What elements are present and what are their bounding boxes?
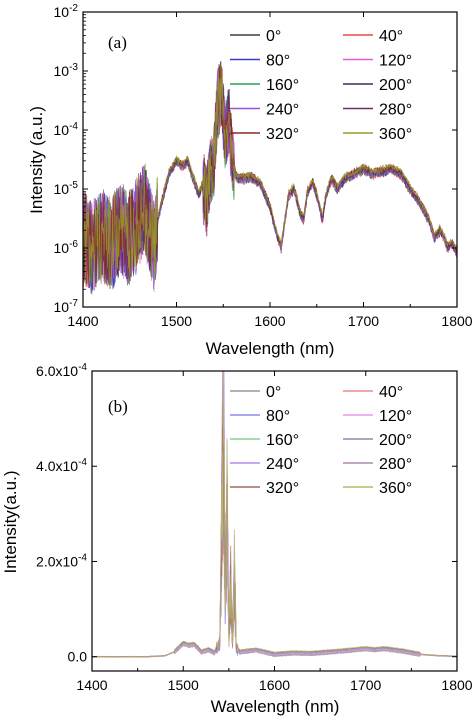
y-tick-label: 10-5 <box>54 180 79 197</box>
panel-b-legend: 0° 40° 80° 120° 160° 200° 240° 280° 320° 360° <box>230 384 412 497</box>
panel-a-label: (a) <box>108 33 127 52</box>
x-tick-label: 1500 <box>168 677 199 693</box>
legend-label: 160° <box>266 432 299 449</box>
legend-item: 360° <box>343 126 412 143</box>
y-tick-label: 10-4 <box>54 121 79 138</box>
legend-label: 320° <box>266 126 299 143</box>
y-tick-label: 10-7 <box>54 298 79 315</box>
panel-a-y-axis-label: Intensity (a.u.) <box>27 106 46 214</box>
legend-item: 80° <box>230 408 290 425</box>
panel-b-series-group <box>92 371 457 658</box>
legend-item: 200° <box>343 432 412 449</box>
panel-b-linear-spectrum: 1400 1500 1600 1700 1800 0.0 2.0x10-4 4.0x10-4… <box>1 362 473 716</box>
legend-label: 240° <box>266 456 299 473</box>
y-tick-label: 4.0x10-4 <box>36 457 87 474</box>
legend-label: 80° <box>266 408 290 425</box>
x-tick-label: 1700 <box>350 677 381 693</box>
y-tick-label: 0.0 <box>68 649 88 665</box>
legend-item: 40° <box>343 28 403 45</box>
legend-item: 240° <box>230 456 299 473</box>
x-tick-label: 1500 <box>161 313 192 329</box>
legend-item: 320° <box>230 126 299 143</box>
y-tick-label: 10-6 <box>54 239 79 256</box>
legend-label: 40° <box>379 28 403 45</box>
y-tick-label: 10-2 <box>54 3 79 20</box>
x-tick-label: 1800 <box>441 313 472 329</box>
legend-label: 0° <box>266 28 281 45</box>
panel-b-series-line-8 <box>92 386 457 658</box>
legend-item: 280° <box>343 102 412 119</box>
y-tick-label: 2.0x10-4 <box>36 552 87 569</box>
panel-a-series-group <box>83 61 457 295</box>
legend-label: 200° <box>379 77 412 94</box>
legend-item: 240° <box>230 102 299 119</box>
legend-label: 280° <box>379 456 412 473</box>
legend-label: 120° <box>379 53 412 70</box>
legend-item: 320° <box>230 480 299 497</box>
legend-label: 280° <box>379 102 412 119</box>
panel-b-series-line-5 <box>92 387 457 658</box>
legend-label: 360° <box>379 480 412 497</box>
panel-b-label: (b) <box>108 397 128 416</box>
legend-label: 360° <box>379 126 412 143</box>
legend-item: 40° <box>343 384 403 401</box>
x-tick-label: 1600 <box>254 313 285 329</box>
legend-label: 80° <box>266 53 290 70</box>
legend-label: 0° <box>266 384 281 401</box>
legend-item: 120° <box>343 408 412 425</box>
x-tick-label: 1700 <box>348 313 379 329</box>
legend-item: 160° <box>230 432 299 449</box>
panel-b-x-ticks: 1400 1500 1600 1700 1800 <box>76 371 473 693</box>
x-tick-label: 1400 <box>76 677 107 693</box>
legend-item: 360° <box>343 480 412 497</box>
panel-b-x-axis-label: Wavelength (nm) <box>211 697 340 716</box>
legend-item: 200° <box>343 77 412 94</box>
panel-a-legend: 0° 40° 80° 120° 160° 200° 240° 280° 320° 360° <box>230 28 412 143</box>
legend-item: 280° <box>343 456 412 473</box>
panel-a-series-line-9 <box>83 64 457 286</box>
panel-b-series-line-9 <box>92 371 457 658</box>
y-tick-label: 6.0x10-4 <box>36 362 87 379</box>
y-tick-label: 10-3 <box>54 62 79 79</box>
legend-item: 120° <box>343 53 412 70</box>
legend-label: 120° <box>379 408 412 425</box>
panel-a-log-spectrum: 1400 1500 1600 1700 1800 10-710-610-510-410-… <box>27 3 473 358</box>
legend-label: 240° <box>266 102 299 119</box>
legend-label: 200° <box>379 432 412 449</box>
x-tick-label: 1800 <box>441 677 472 693</box>
panel-a-x-axis-label: Wavelength (nm) <box>206 339 335 358</box>
legend-item: 0° <box>230 384 281 401</box>
x-tick-label: 1600 <box>259 677 290 693</box>
panel-a-x-ticks: 1400 1500 1600 1700 1800 <box>67 12 473 329</box>
legend-label: 160° <box>266 77 299 94</box>
legend-item: 0° <box>230 28 281 45</box>
legend-label: 320° <box>266 480 299 497</box>
panel-b-y-ticks: 0.0 2.0x10-4 4.0x10-4 6.0x10-4 <box>36 362 457 665</box>
panel-b-y-axis-label: Intensity(a.u.) <box>1 471 20 574</box>
legend-item: 80° <box>230 53 290 70</box>
legend-label: 40° <box>379 384 403 401</box>
legend-item: 160° <box>230 77 299 94</box>
x-tick-label: 1400 <box>67 313 98 329</box>
panel-a-y-ticks: 10-7 10-6 10-5 10-4 10-3 10-2 <box>54 3 457 315</box>
